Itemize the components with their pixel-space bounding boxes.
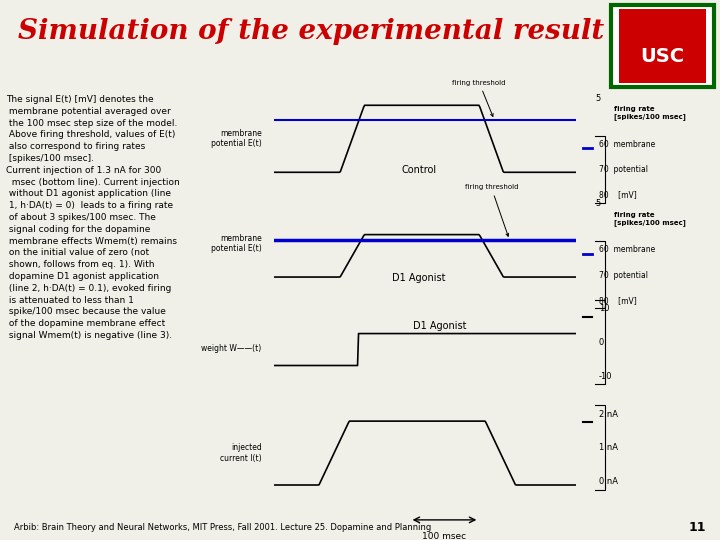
Text: membrane
potential E(t): membrane potential E(t) bbox=[211, 234, 261, 253]
Text: 70  potential: 70 potential bbox=[598, 271, 647, 280]
Text: The signal E(t) [mV] denotes the
 membrane potential averaged over
 the 100 msec: The signal E(t) [mV] denotes the membran… bbox=[6, 95, 179, 340]
Text: firing rate
[spikes/100 msec]: firing rate [spikes/100 msec] bbox=[614, 212, 686, 226]
Text: USC: USC bbox=[640, 48, 685, 66]
Text: membrane
potential E(t): membrane potential E(t) bbox=[211, 129, 261, 149]
Text: D1 Agonist: D1 Agonist bbox=[413, 321, 467, 330]
Text: 0: 0 bbox=[598, 338, 604, 347]
Text: 11: 11 bbox=[688, 521, 706, 535]
Text: -10: -10 bbox=[598, 372, 612, 381]
Text: 60  membrane: 60 membrane bbox=[598, 245, 655, 254]
Text: 100 msec: 100 msec bbox=[423, 532, 467, 540]
Text: 80    [mV]: 80 [mV] bbox=[598, 191, 636, 199]
Text: 2 nA: 2 nA bbox=[598, 409, 618, 418]
Text: Simulation of the experimental result 1: Simulation of the experimental result 1 bbox=[18, 18, 634, 45]
Text: 5: 5 bbox=[595, 93, 600, 103]
FancyBboxPatch shape bbox=[618, 9, 706, 83]
Text: D1 Agonist: D1 Agonist bbox=[392, 273, 446, 283]
Text: Arbib: Brain Theory and Neural Networks, MIT Press, Fall 2001. Lecture 25. Dopam: Arbib: Brain Theory and Neural Networks,… bbox=[14, 523, 432, 532]
FancyBboxPatch shape bbox=[611, 5, 714, 87]
Text: firing rate
[spikes/100 msec]: firing rate [spikes/100 msec] bbox=[614, 106, 686, 120]
Text: 0 nA: 0 nA bbox=[598, 477, 618, 486]
Text: weight W——(t): weight W——(t) bbox=[202, 344, 261, 353]
Text: 70  potential: 70 potential bbox=[598, 165, 647, 174]
Text: firing threshold: firing threshold bbox=[464, 185, 518, 237]
Text: 1 nA: 1 nA bbox=[598, 443, 618, 452]
Text: Control: Control bbox=[401, 165, 436, 175]
Text: 80    [mV]: 80 [mV] bbox=[598, 296, 636, 305]
Text: injected
current I(t): injected current I(t) bbox=[220, 443, 261, 463]
Text: 5: 5 bbox=[595, 199, 600, 208]
Text: 60  membrane: 60 membrane bbox=[598, 140, 655, 149]
Text: 10: 10 bbox=[598, 304, 609, 313]
Text: firing threshold: firing threshold bbox=[452, 80, 506, 117]
